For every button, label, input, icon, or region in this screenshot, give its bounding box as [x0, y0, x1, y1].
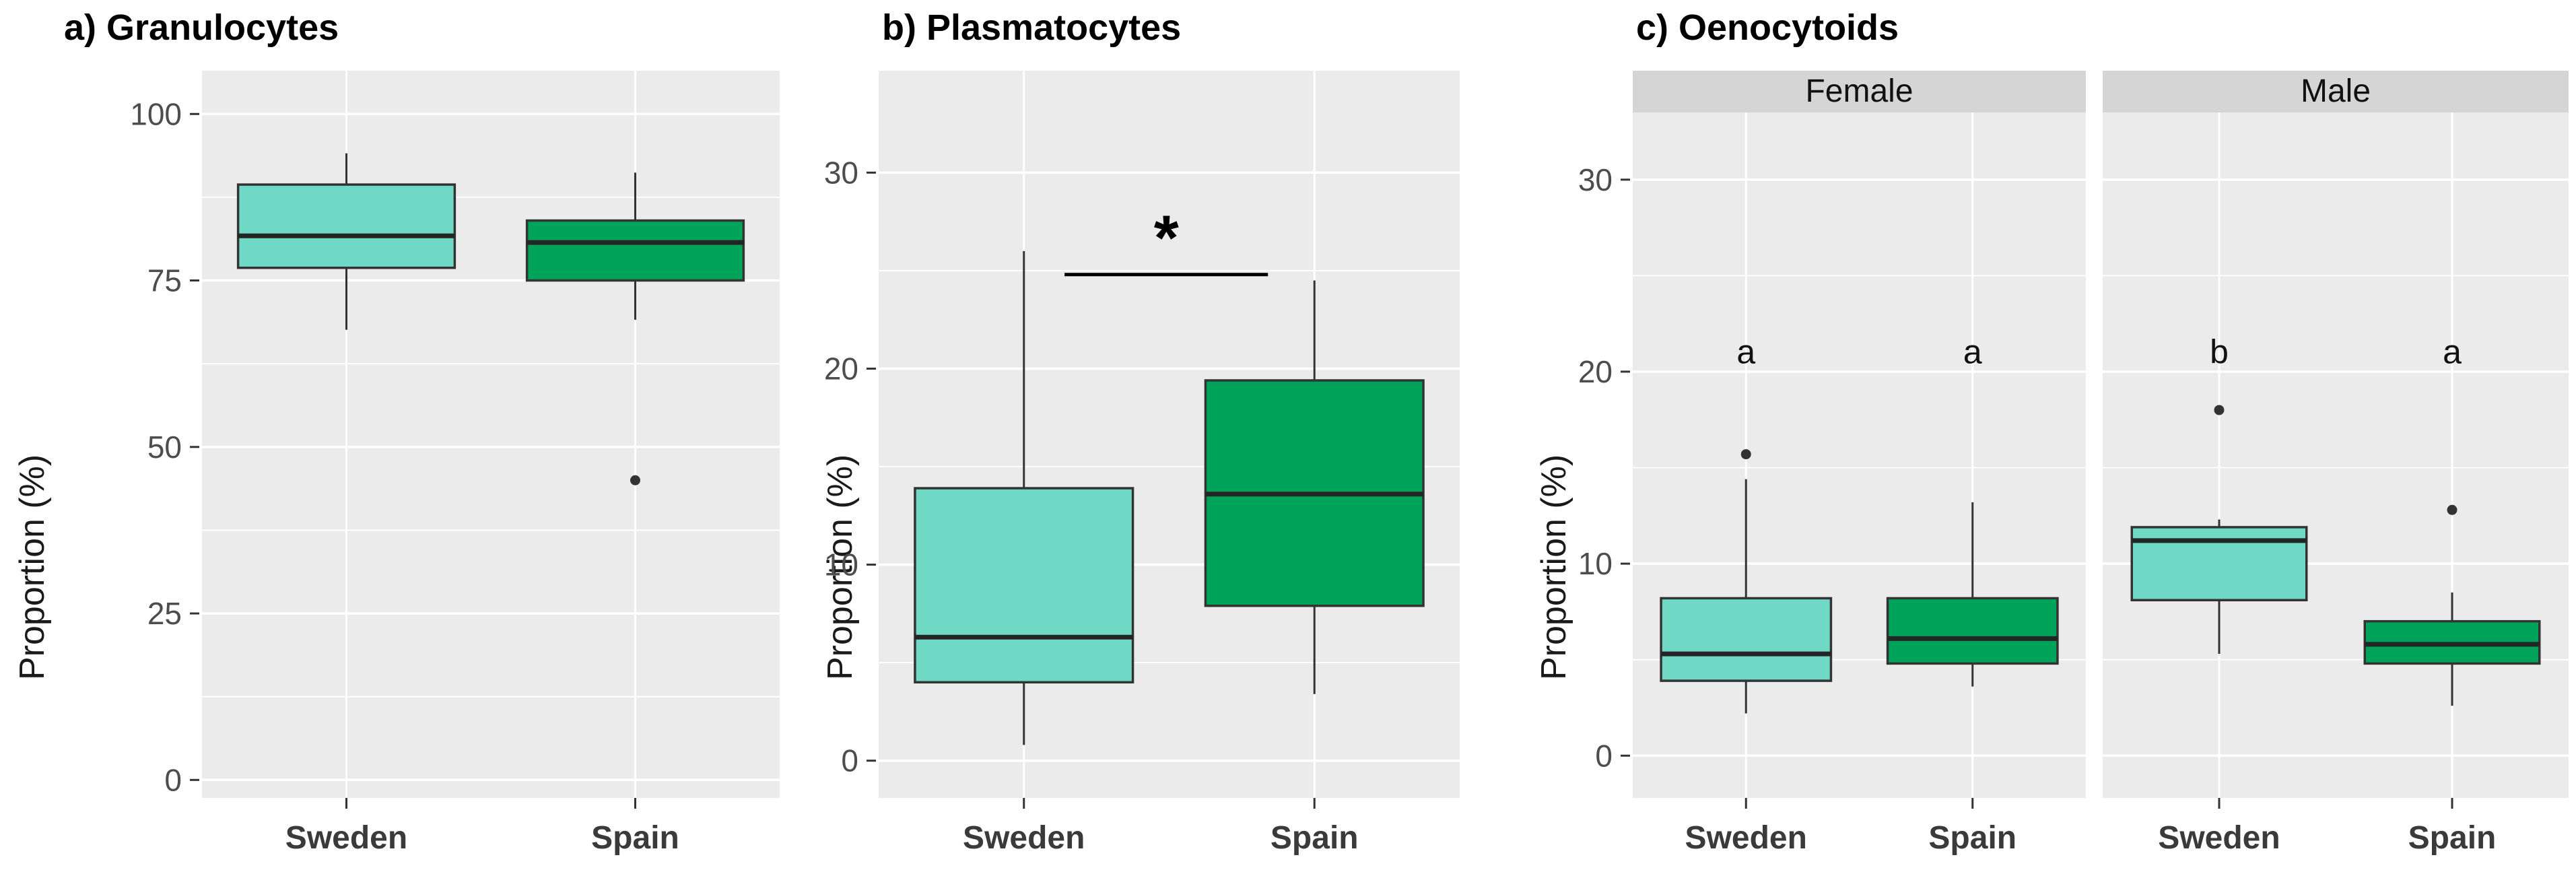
x-category-label: Spain [2408, 820, 2497, 856]
facet-strip [1633, 71, 2086, 112]
plot-background [202, 71, 780, 798]
box-group-sweden [2130, 405, 2308, 654]
panel-b-plot: 0 10 20 30 Sweden Spain * [824, 71, 1460, 856]
panel-plasmatocytes: b) Plasmatocytes Proportion (%) 0 10 20 30 S… [788, 0, 1616, 874]
outlier-point [2214, 405, 2225, 415]
significance-letter: b [2210, 333, 2229, 370]
box-iqr [1660, 597, 1833, 682]
box-group-spain [1204, 280, 1425, 694]
y-tick-label: 100 [130, 96, 182, 131]
outlier-point [630, 475, 640, 485]
panel-c-y-axis-title: Proportion (%) [1534, 454, 1573, 680]
y-tick-label: 20 [1578, 354, 1613, 389]
facet-strip-label: Female [1805, 73, 1913, 109]
plot-background [2103, 112, 2569, 798]
x-category-label: Spain [1928, 820, 2016, 856]
panel-a-title: a) Granulocytes [64, 7, 339, 48]
box-group-sweden [1660, 449, 1833, 714]
y-tick-label: 30 [824, 155, 858, 190]
outlier-point [2447, 504, 2458, 515]
significance-star: * [1154, 202, 1179, 273]
panel-a-plot: 0 25 50 75 100 Sweden Spain [130, 71, 780, 856]
panel-granulocytes: a) Granulocytes Proportion (%) 0 25 50 75 10… [0, 0, 788, 874]
y-tick-label: 30 [1578, 162, 1613, 197]
plot-background [1633, 112, 2086, 798]
box-group-spain [1886, 502, 2059, 687]
x-category-label: Sweden [1685, 820, 1807, 856]
y-tick-label: 25 [147, 596, 182, 631]
box-group-spain [2363, 504, 2541, 706]
box-iqr [2130, 526, 2308, 602]
y-tick-label: 50 [147, 430, 182, 465]
panel-oenocytoids: c) Oenocytoids Proportion (%) Female Male… [1534, 0, 2576, 874]
facet-strip [2103, 71, 2569, 112]
facet-strip-label: Male [2301, 73, 2371, 109]
significance-letter: a [1736, 333, 1755, 370]
y-tick-label: 10 [1578, 546, 1613, 581]
y-tick-label: 10 [824, 547, 858, 582]
box-iqr [914, 487, 1134, 683]
panel-c-plot: Female Male 0 10 20 30 a a Sweden Spain b a Sweden Sp… [1578, 71, 2569, 856]
box-iqr [236, 183, 456, 269]
y-tick-label: 0 [1595, 738, 1613, 773]
y-tick-label: 20 [824, 351, 858, 386]
outlier-point [1740, 449, 1751, 460]
x-category-label: Sweden [963, 820, 1085, 856]
box-group-sweden [236, 153, 456, 330]
panel-b-title: b) Plasmatocytes [882, 7, 1182, 48]
y-tick-label: 0 [841, 743, 858, 778]
panel-c-title: c) Oenocytoids [1636, 7, 1899, 48]
y-tick-label: 75 [147, 263, 182, 298]
box-iqr [525, 219, 745, 282]
box-iqr [1886, 597, 2059, 665]
box-group-sweden [914, 250, 1134, 745]
x-category-label: Spain [1270, 820, 1359, 856]
x-category-label: Spain [591, 820, 679, 856]
box-group-spain [525, 172, 745, 485]
significance-letter: a [1963, 333, 1982, 370]
x-category-label: Sweden [285, 820, 407, 856]
x-category-label: Sweden [2158, 820, 2280, 856]
y-tick-label: 0 [164, 762, 182, 797]
significance-letter: a [2443, 333, 2462, 370]
